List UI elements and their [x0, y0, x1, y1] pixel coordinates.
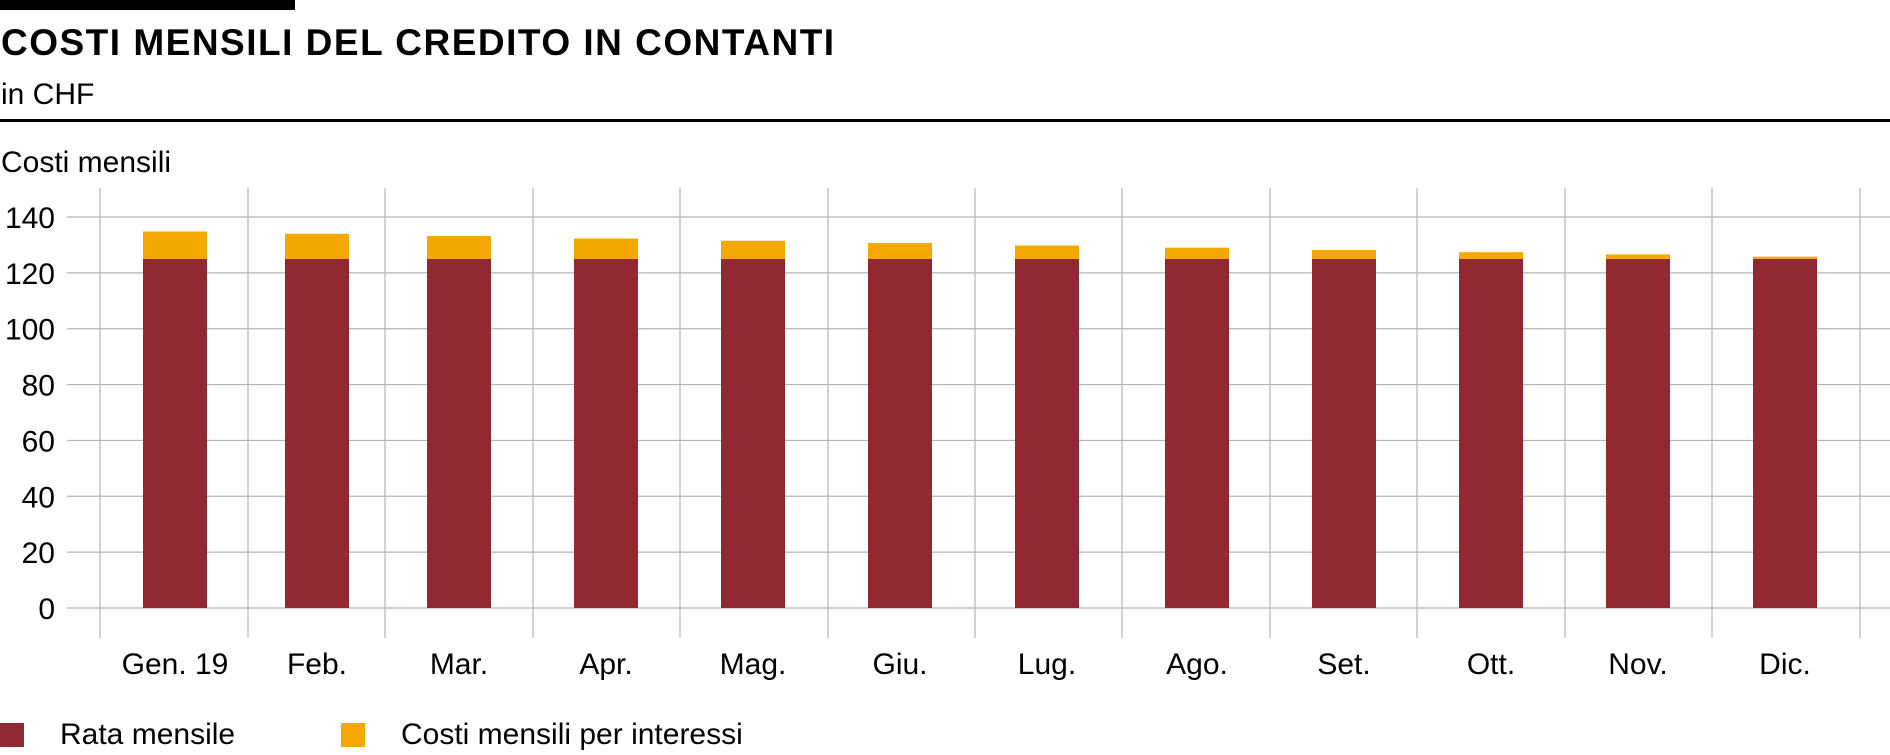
bar-costi-interessi-5	[868, 242, 932, 259]
legend-label-rata-mensile: Rata mensile	[60, 718, 236, 751]
x-tick-label-10: Nov.	[1608, 648, 1667, 681]
x-tick-label-8: Set.	[1317, 648, 1370, 681]
y-tick-label-60: 60	[22, 425, 55, 458]
bar-rata-mensile-2	[427, 258, 491, 608]
legend-swatch-costi-interessi	[341, 723, 365, 747]
bar-costi-interessi-0	[143, 231, 207, 259]
x-tick-label-5: Giu.	[872, 648, 927, 681]
bar-costi-interessi-4	[721, 240, 785, 259]
x-tick-label-6: Lug.	[1018, 648, 1076, 681]
top-accent-bar	[0, 0, 295, 10]
bar-costi-interessi-8	[1312, 249, 1376, 259]
bar-costi-interessi-2	[427, 235, 491, 259]
y-tick-label-100: 100	[5, 314, 55, 347]
x-tick-label-4: Mag.	[720, 648, 787, 681]
bar-costi-interessi-1	[285, 233, 349, 259]
bar-costi-interessi-10	[1606, 254, 1670, 259]
bar-rata-mensile-0	[143, 258, 207, 608]
legend-swatch-rata-mensile	[0, 723, 24, 747]
bar-costi-interessi-9	[1459, 252, 1523, 259]
bar-rata-mensile-11	[1753, 258, 1817, 608]
bar-costi-interessi-11	[1753, 256, 1817, 259]
bar-rata-mensile-9	[1459, 258, 1523, 608]
x-tick-label-9: Ott.	[1467, 648, 1515, 681]
x-tick-label-2: Mar.	[430, 648, 488, 681]
bar-rata-mensile-6	[1015, 258, 1079, 608]
bar-rata-mensile-1	[285, 258, 349, 608]
y-tick-label-40: 40	[22, 481, 55, 514]
bar-costi-interessi-6	[1015, 245, 1079, 259]
y-axis-label: Costi mensili	[1, 146, 172, 179]
chart-subtitle: in CHF	[1, 78, 95, 111]
legend-label-costi-interessi: Costi mensili per interessi	[401, 718, 743, 751]
bar-rata-mensile-5	[868, 258, 932, 608]
bar-rata-mensile-8	[1312, 258, 1376, 608]
header-divider	[0, 119, 1890, 122]
y-tick-label-140: 140	[5, 202, 55, 235]
chart-title: COSTI MENSILI DEL CREDITO IN CONTANTI	[1, 22, 836, 63]
x-tick-label-1: Feb.	[287, 648, 347, 681]
x-tick-label-7: Ago.	[1166, 648, 1228, 681]
bar-rata-mensile-4	[721, 258, 785, 608]
x-tick-label-3: Apr.	[579, 648, 632, 681]
x-tick-label-11: Dic.	[1759, 648, 1811, 681]
bar-costi-interessi-3	[574, 238, 638, 259]
y-tick-label-0: 0	[38, 593, 55, 626]
bar-costi-interessi-7	[1165, 247, 1229, 259]
bar-rata-mensile-10	[1606, 258, 1670, 608]
bar-rata-mensile-3	[574, 258, 638, 608]
y-tick-label-20: 20	[22, 537, 55, 570]
x-tick-label-0: Gen. 19	[122, 648, 229, 681]
bar-rata-mensile-7	[1165, 258, 1229, 608]
y-tick-label-80: 80	[22, 370, 55, 403]
y-tick-label-120: 120	[5, 258, 55, 291]
